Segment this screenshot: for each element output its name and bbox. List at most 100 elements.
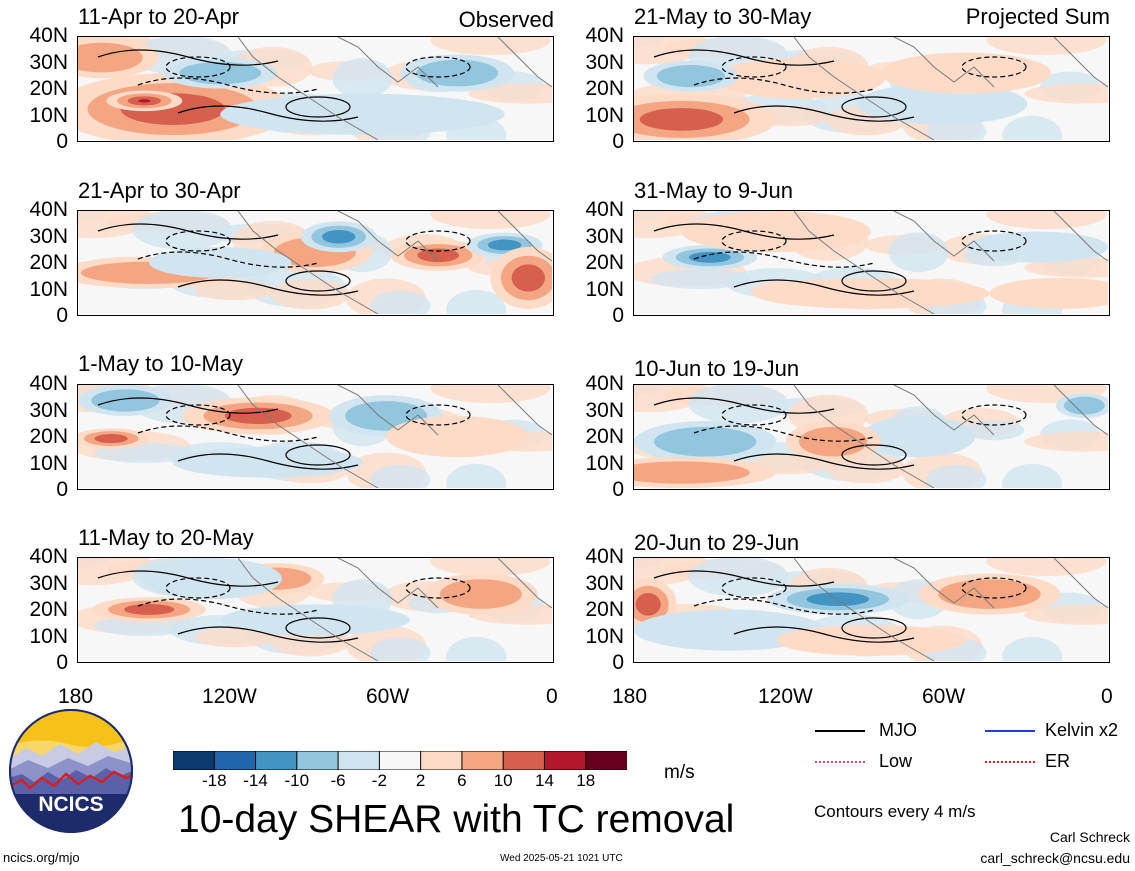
lat-label: 40N xyxy=(585,24,624,47)
colorbar-swatch xyxy=(502,750,546,771)
lat-label: 40N xyxy=(29,198,68,221)
lat-label: 30N xyxy=(585,224,624,248)
footer-email[interactable]: carl_schreck@ncsu.edu xyxy=(980,850,1130,866)
colorbar-swatch xyxy=(213,750,257,771)
main-title: 10-day SHEAR with TC removal xyxy=(178,798,735,841)
shear-map xyxy=(633,36,1110,142)
lat-label: 0 xyxy=(56,130,68,153)
colorbar-swatch xyxy=(378,750,422,771)
logo-text: NCICS xyxy=(38,793,103,816)
lat-label: 0 xyxy=(56,478,68,501)
colorbar-tick: -10 xyxy=(284,771,310,790)
lat-label: 0 xyxy=(56,304,68,327)
colorbar-tick: 10 xyxy=(493,771,513,790)
colorbar-swatch xyxy=(255,750,298,771)
lat-label: 10N xyxy=(29,103,68,127)
shear-field xyxy=(78,558,552,661)
colorbar-swatch xyxy=(420,750,463,771)
colorbar-tick: -18 xyxy=(201,771,227,790)
panel-title: 1-May to 10-May xyxy=(78,351,244,376)
lat-label: 0 xyxy=(612,130,624,153)
lat-label: 0 xyxy=(612,651,624,674)
colorbar-swatch xyxy=(296,750,340,771)
lat-label: 30N xyxy=(29,50,68,74)
legend-line-kelvin xyxy=(985,730,1035,732)
lat-label: 10N xyxy=(29,624,68,648)
legend-label: Kelvin x2 xyxy=(1045,720,1119,740)
lon-label: 60W xyxy=(922,685,966,708)
contour-note: Contours every 4 m/s xyxy=(814,802,976,821)
lat-label: 10N xyxy=(585,624,624,648)
panel-tag: Projected Sum xyxy=(965,4,1110,29)
lat-label: 30N xyxy=(585,50,624,74)
colorbar xyxy=(172,750,628,771)
legend-line-low xyxy=(815,761,865,763)
colorbar-swatch xyxy=(585,750,628,771)
lat-label: 40N xyxy=(29,372,68,395)
lat-label: 20N xyxy=(585,251,624,274)
colorbar-swatch xyxy=(461,750,505,771)
shear-map xyxy=(77,557,554,663)
shear-map xyxy=(77,36,554,142)
lat-label: 40N xyxy=(585,372,624,395)
lat-label: 30N xyxy=(29,224,68,248)
lat-label: 20N xyxy=(585,77,624,100)
shear-field xyxy=(634,385,1108,488)
lat-label: 10N xyxy=(585,103,624,127)
lat-label: 20N xyxy=(29,425,68,448)
shear-map xyxy=(77,210,554,316)
legend-label: MJO xyxy=(879,720,917,740)
lat-label: 30N xyxy=(29,571,68,595)
lat-label: 20N xyxy=(585,425,624,448)
colorbar-swatch xyxy=(543,750,587,771)
shear-field xyxy=(634,211,1108,314)
lat-label: 20N xyxy=(29,251,68,274)
colorbar-tick: -6 xyxy=(330,771,346,790)
panel-title: 10-Jun to 19-Jun xyxy=(634,356,800,381)
footer-author: Carl Schreck xyxy=(1049,829,1130,845)
lat-label: 10N xyxy=(29,277,68,301)
lon-label: 180 xyxy=(612,685,648,708)
lat-label: 20N xyxy=(29,598,68,621)
ncics-logo[interactable]: NCICS xyxy=(8,708,134,834)
lat-label: 40N xyxy=(585,198,624,221)
lat-label: 20N xyxy=(29,77,68,100)
legend-label: ER xyxy=(1045,751,1071,771)
shear-field xyxy=(634,558,1108,661)
shear-map xyxy=(77,384,554,490)
lat-label: 0 xyxy=(56,651,68,674)
shear-field xyxy=(78,385,552,488)
colorbar-swatch xyxy=(337,750,381,771)
shear-map xyxy=(633,384,1110,490)
panel-title: 11-Apr to 20-Apr xyxy=(78,4,240,29)
lon-label: 120W xyxy=(758,685,813,708)
lat-label: 40N xyxy=(29,545,68,568)
panel-title: 20-Jun to 29-Jun xyxy=(634,530,800,555)
lat-label: 30N xyxy=(585,398,624,422)
colorbar-tick: -14 xyxy=(243,771,268,790)
shear-map xyxy=(633,557,1110,663)
panel-title: 21-May to 30-May xyxy=(634,4,812,29)
legend-label: Low xyxy=(879,751,913,771)
lat-label: 40N xyxy=(29,24,68,47)
lat-label: 30N xyxy=(585,571,624,595)
lon-label: 0 xyxy=(1101,685,1113,708)
colorbar-tick: 18 xyxy=(576,771,596,790)
lon-label: 120W xyxy=(202,685,257,708)
colorbar-swatch xyxy=(172,750,216,771)
panel-title: 21-Apr to 30-Apr xyxy=(78,178,241,203)
lat-label: 10N xyxy=(585,277,624,301)
lat-label: 10N xyxy=(585,451,624,475)
panel-title: 11-May to 20-May xyxy=(78,525,254,550)
lat-label: 40N xyxy=(585,545,624,568)
colorbar-tick: -2 xyxy=(371,771,387,790)
panel-title: 31-May to 9-Jun xyxy=(634,178,793,203)
shear-map xyxy=(633,210,1110,316)
lat-label: 0 xyxy=(612,304,624,327)
shear-field xyxy=(78,37,552,140)
lat-label: 30N xyxy=(29,398,68,422)
legend-line-mjo xyxy=(815,730,865,732)
shear-field xyxy=(634,37,1108,140)
lon-label: 60W xyxy=(366,685,410,708)
footer-url[interactable]: ncics.org/mjo xyxy=(3,850,80,865)
